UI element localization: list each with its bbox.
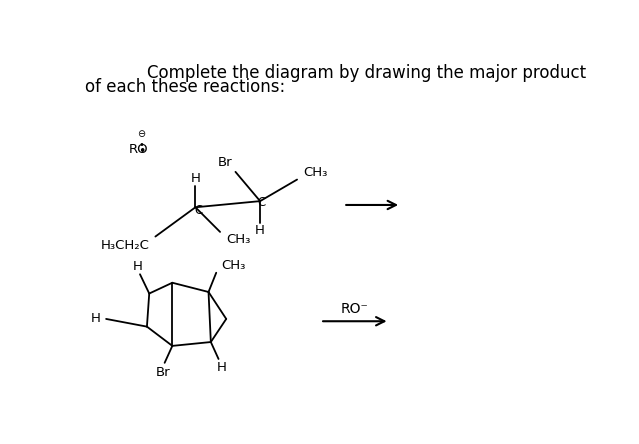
Text: H: H [190,172,201,185]
Text: Complete the diagram by drawing the major product: Complete the diagram by drawing the majo… [147,64,586,82]
Text: •: • [138,145,145,159]
Text: RO: RO [129,143,149,156]
Text: H: H [217,361,227,374]
Text: •: • [139,140,144,150]
Text: ⊖: ⊖ [137,129,146,139]
Text: CH₃: CH₃ [304,166,328,179]
Text: C: C [258,196,266,209]
Text: H: H [90,313,100,325]
Text: of each these reactions:: of each these reactions: [86,78,286,96]
Text: H₃CH₂C: H₃CH₂C [100,238,150,251]
Text: C: C [194,204,203,217]
Text: CH₃: CH₃ [221,258,245,272]
Text: RO⁻: RO⁻ [341,302,369,316]
Text: Br: Br [218,156,233,169]
Text: H: H [255,224,265,237]
Text: H: H [133,260,142,273]
Text: CH₃: CH₃ [226,233,250,246]
Text: Br: Br [156,365,171,379]
